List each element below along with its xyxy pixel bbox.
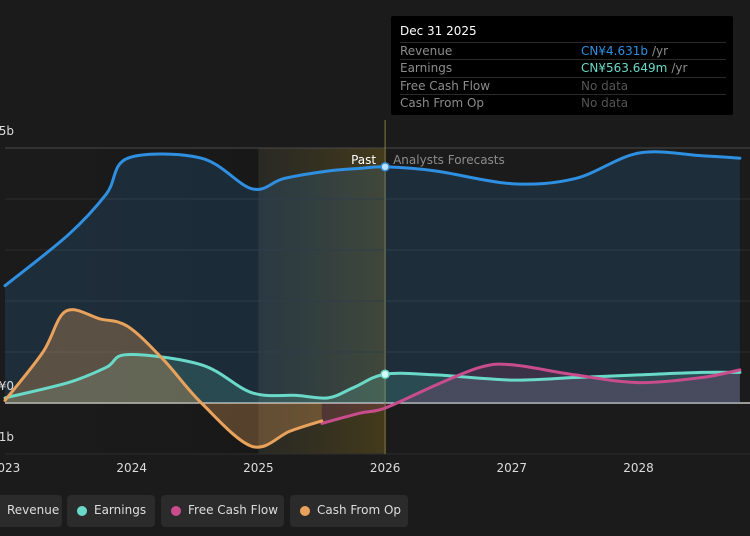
series-line <box>3 353 742 400</box>
legend-dot-icon <box>77 506 87 516</box>
x-tick-label: 2024 <box>116 461 147 475</box>
legend-dot-icon <box>171 506 181 516</box>
revenue-marker <box>380 162 390 172</box>
series-line <box>3 150 742 288</box>
tooltip-panel: Dec 31 2025 Revenue CN¥4.631b/yr Earning… <box>391 16 733 115</box>
y-tick-label: CN¥5b <box>0 124 14 138</box>
tooltip-value: CN¥563.649m/yr <box>581 61 687 75</box>
tooltip-label: Cash From Op <box>400 96 485 110</box>
tooltip-row-cash-from-op: Cash From Op No data <box>400 94 726 112</box>
past-label: Past <box>351 153 376 167</box>
tooltip-value-text: No data <box>581 96 629 110</box>
legend-label: Earnings <box>94 503 147 517</box>
forecast-label: Analysts Forecasts <box>393 153 505 167</box>
legend-label: Revenue <box>7 503 60 517</box>
legend-item-revenue[interactable]: Revenue <box>0 495 62 527</box>
x-tick-label: 2028 <box>623 461 654 475</box>
tooltip-row-free-cash-flow: Free Cash Flow No data <box>400 77 726 95</box>
y-tick-label: CN¥0 <box>0 379 14 393</box>
tooltip-row-revenue: Revenue CN¥4.631b/yr <box>400 42 726 60</box>
tooltip-label: Revenue <box>400 44 453 58</box>
legend-label: Cash From Op <box>317 503 402 517</box>
legend-item-free-cash-flow[interactable]: Free Cash Flow <box>161 495 284 527</box>
tooltip-unit: /yr <box>671 61 688 75</box>
series-line <box>3 308 324 449</box>
x-tick-label: 2026 <box>370 461 401 475</box>
legend-dot-icon <box>300 506 310 516</box>
series-line <box>320 362 742 425</box>
tooltip-label: Earnings <box>400 61 453 75</box>
tooltip-value-text: No data <box>581 79 629 93</box>
legend-label: Free Cash Flow <box>188 503 279 517</box>
series-area <box>5 309 322 448</box>
x-tick-label: 2027 <box>497 461 528 475</box>
tooltip-value: No data <box>581 79 632 93</box>
y-tick-label: -CN¥1b <box>0 430 14 444</box>
series-area <box>321 364 740 424</box>
tooltip-date: Dec 31 2025 <box>400 24 477 38</box>
tooltip-value: No data <box>581 96 632 110</box>
tooltip-label: Free Cash Flow <box>400 79 491 93</box>
series-area <box>5 151 740 403</box>
legend-item-earnings[interactable]: Earnings <box>67 495 155 527</box>
x-tick-label: 2023 <box>0 461 20 475</box>
tooltip-value-text: CN¥563.649m <box>581 61 668 75</box>
legend-item-cash-from-op[interactable]: Cash From Op <box>290 495 408 527</box>
x-tick-label: 2025 <box>243 461 274 475</box>
earnings-marker <box>380 369 390 379</box>
tooltip-row-earnings: Earnings CN¥563.649m/yr <box>400 59 726 77</box>
tooltip-unit: /yr <box>651 44 669 58</box>
tooltip-value: CN¥4.631b/yr <box>581 44 668 58</box>
tooltip-value-text: CN¥4.631b <box>581 44 648 58</box>
